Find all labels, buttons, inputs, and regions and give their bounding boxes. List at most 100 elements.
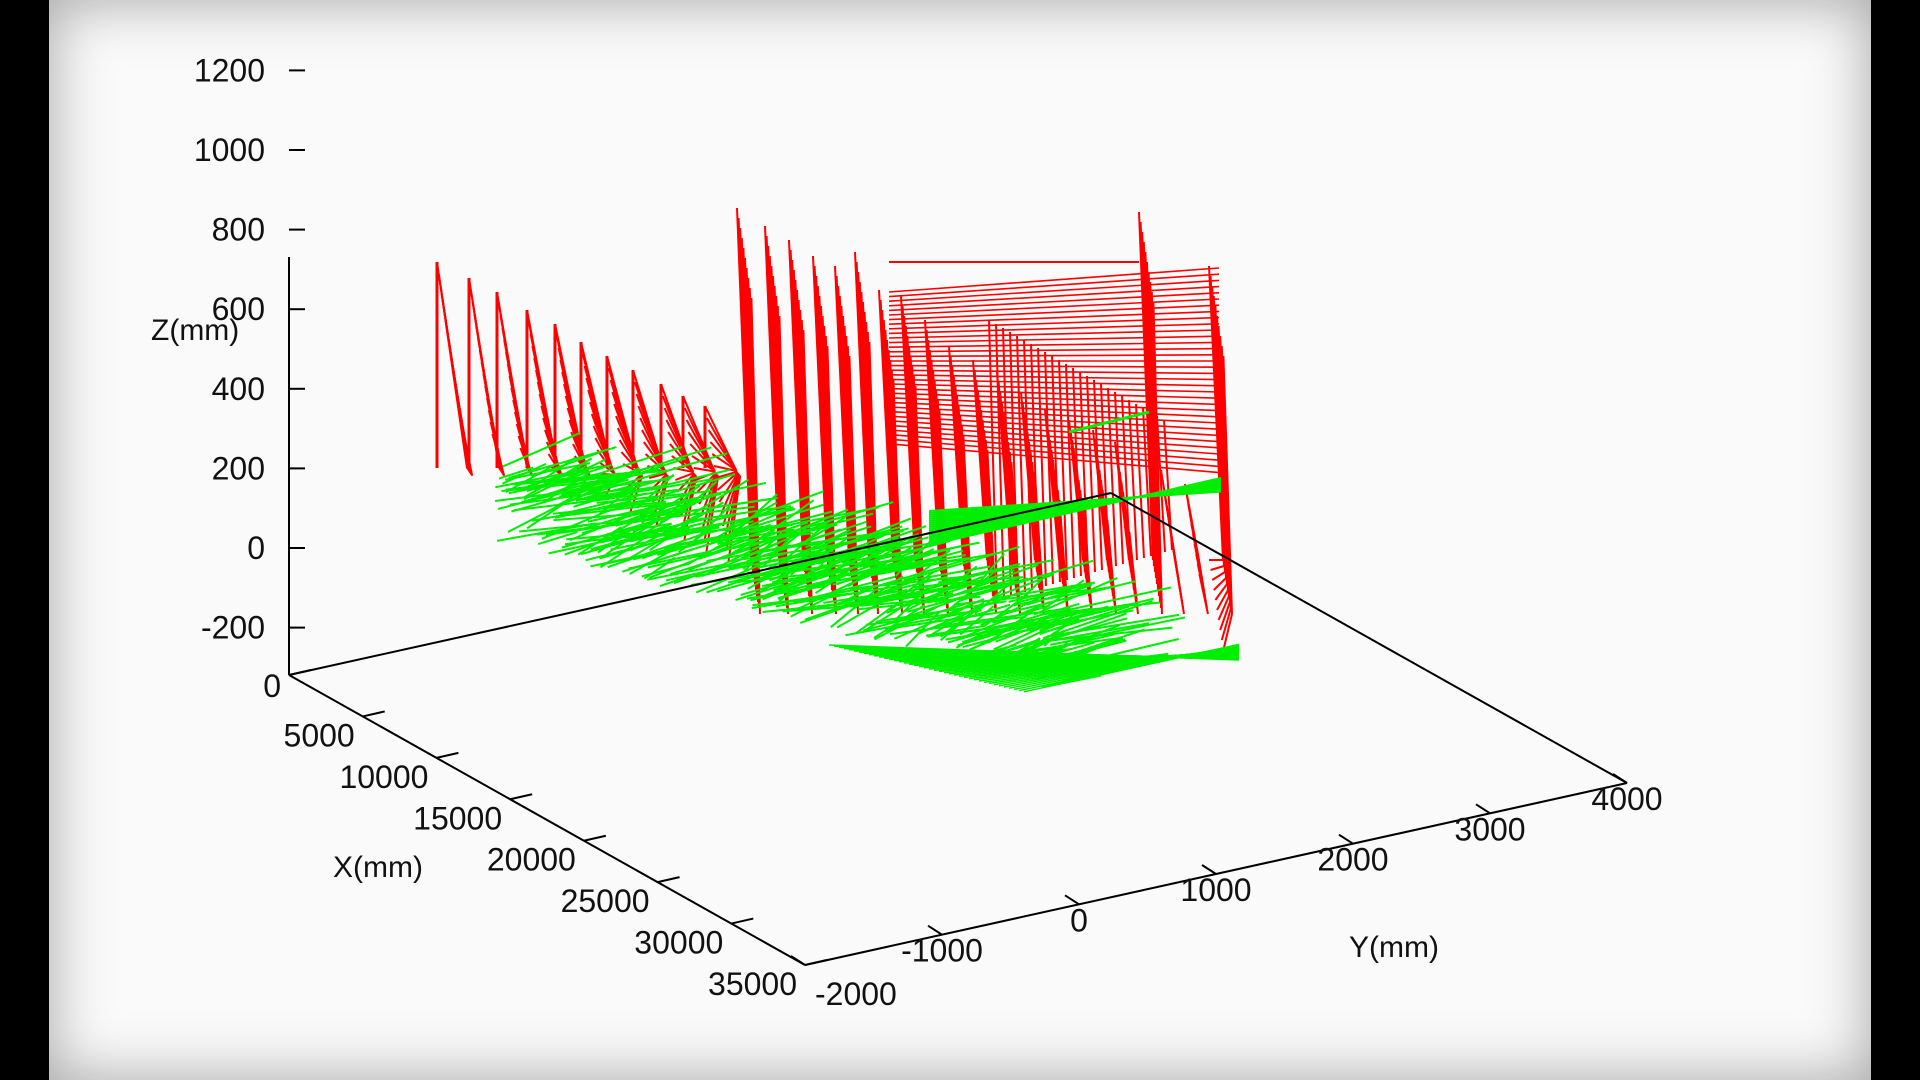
series-segment bbox=[1149, 411, 1159, 555]
series-segment bbox=[735, 493, 778, 533]
x-tick-label: 25000 bbox=[561, 883, 650, 919]
series-segment bbox=[945, 621, 1050, 641]
series-segment bbox=[848, 554, 966, 577]
series-segment bbox=[709, 441, 737, 471]
series-segment bbox=[1017, 581, 1095, 604]
x-tick-mark bbox=[657, 876, 680, 884]
series-segment bbox=[884, 609, 1011, 631]
series-segment bbox=[641, 544, 680, 560]
z-tick-label: -200 bbox=[201, 610, 265, 646]
series-segment bbox=[892, 379, 903, 615]
series-segment bbox=[888, 369, 1220, 375]
series-segment bbox=[502, 462, 547, 485]
green-series-layer bbox=[494, 410, 1240, 693]
series-segment bbox=[888, 438, 1220, 468]
x-axis-line bbox=[288, 674, 806, 966]
series-segment bbox=[791, 543, 876, 564]
series-segment bbox=[793, 575, 896, 604]
series-segment bbox=[778, 577, 842, 600]
series-segment bbox=[641, 562, 690, 578]
x-tick-label: 15000 bbox=[413, 800, 502, 836]
series-segment bbox=[1003, 580, 1137, 615]
series-segment bbox=[536, 520, 640, 536]
y-tick-mark bbox=[790, 955, 806, 966]
y-tick-label: 1000 bbox=[1180, 872, 1251, 908]
series-segment bbox=[945, 569, 1015, 595]
series-segment bbox=[925, 624, 986, 637]
series-segment bbox=[579, 462, 663, 489]
series-segment bbox=[663, 525, 774, 550]
series-segment bbox=[965, 601, 1051, 637]
z-tick-label: 0 bbox=[247, 530, 265, 566]
series-segment bbox=[1058, 359, 1068, 581]
series-segment bbox=[1198, 573, 1209, 615]
series-segment bbox=[659, 574, 692, 588]
series-segment bbox=[847, 544, 963, 577]
video-frame: -200 0 200 400 600 800 1000 1200 0 5000 10000 15000… bbox=[49, 0, 1871, 1080]
y-tick-label: -2000 bbox=[815, 976, 897, 1012]
series-segment bbox=[689, 443, 716, 472]
series-segment bbox=[1093, 379, 1103, 571]
series-segment bbox=[888, 347, 1220, 353]
series-segment bbox=[514, 497, 612, 512]
series-segment bbox=[888, 353, 1220, 358]
series-segment bbox=[502, 431, 581, 468]
series-segment bbox=[625, 531, 674, 562]
series-segment bbox=[695, 551, 813, 578]
series-segment bbox=[580, 531, 659, 556]
series-segment bbox=[1065, 363, 1075, 579]
series-segment bbox=[762, 567, 832, 598]
series-segment bbox=[498, 466, 534, 480]
y-tick-mark bbox=[1475, 803, 1491, 815]
series-segment bbox=[854, 603, 896, 635]
series-segment bbox=[648, 472, 667, 479]
series-segment bbox=[888, 285, 1220, 307]
series-segment bbox=[1152, 301, 1163, 615]
series-segment bbox=[728, 552, 787, 569]
series-segment bbox=[888, 329, 1220, 339]
series-segment bbox=[888, 364, 1220, 369]
series-segment bbox=[1037, 347, 1047, 587]
series-segment bbox=[1222, 355, 1233, 615]
series-segment bbox=[775, 584, 901, 608]
series-segment bbox=[888, 298, 1220, 316]
tick-layer: -200020040060080010001200050001000015000… bbox=[194, 52, 1663, 1012]
series-segment bbox=[671, 496, 778, 515]
series-segment bbox=[1213, 577, 1227, 591]
series-segment bbox=[750, 297, 761, 615]
series-segment bbox=[929, 576, 972, 601]
series-segment bbox=[630, 511, 704, 552]
z-tick-label: 400 bbox=[212, 371, 265, 407]
z-tick-label: 800 bbox=[212, 212, 265, 248]
x-tick-mark bbox=[436, 751, 459, 759]
series-segment bbox=[1106, 519, 1117, 615]
series-segment bbox=[713, 524, 780, 550]
series-segment bbox=[1044, 351, 1054, 585]
series-segment bbox=[888, 378, 1220, 387]
series-segment bbox=[1014, 585, 1113, 607]
series-segment bbox=[1051, 586, 1172, 615]
series-segment bbox=[858, 595, 981, 611]
series-segment bbox=[1217, 595, 1230, 621]
series-segment bbox=[569, 500, 666, 541]
series-segment bbox=[1214, 583, 1228, 601]
series-segment bbox=[675, 471, 695, 481]
series-segment bbox=[762, 501, 894, 542]
series-segment bbox=[1072, 367, 1082, 577]
series-segment bbox=[942, 607, 1071, 627]
series-segment bbox=[1174, 559, 1185, 615]
series-segment bbox=[987, 587, 1031, 606]
series-segment bbox=[867, 539, 951, 563]
series-segment bbox=[764, 499, 815, 536]
x-tick-label: 20000 bbox=[487, 842, 576, 878]
z-tick-label: 1000 bbox=[194, 132, 265, 168]
series-segment bbox=[693, 467, 716, 473]
series-segment bbox=[804, 525, 903, 556]
series-segment bbox=[541, 468, 660, 500]
series-segment bbox=[1211, 571, 1226, 581]
series-segment bbox=[727, 564, 804, 584]
series-segment bbox=[748, 512, 874, 546]
x-tick-label: 30000 bbox=[634, 925, 723, 961]
series-segment bbox=[601, 473, 736, 514]
series-segment bbox=[1086, 375, 1096, 573]
